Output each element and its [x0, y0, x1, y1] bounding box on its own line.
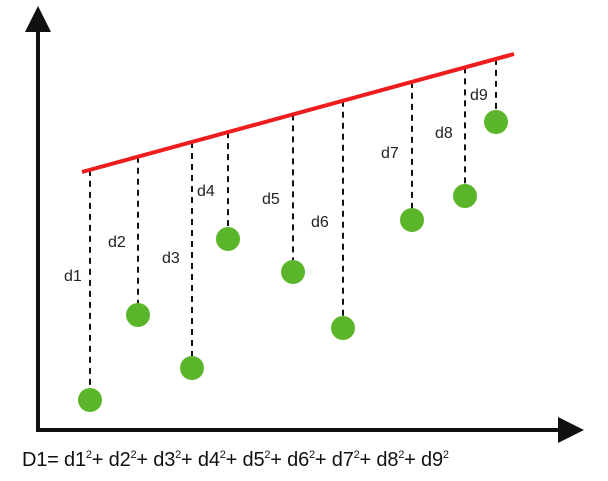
formula-term: d72 [331, 449, 360, 471]
data-point-d3 [180, 356, 204, 380]
x-axis-arrowhead [558, 417, 584, 443]
data-point-d5 [281, 260, 305, 284]
formula-term: d12 [64, 449, 92, 471]
y-axis-arrowhead [25, 6, 51, 32]
distance-label-d3: d3 [162, 250, 180, 267]
formula-term: d32 [153, 449, 182, 471]
formula-term: d22 [108, 449, 137, 471]
formula-lhs: D1= [22, 449, 59, 471]
formula-operator: + [359, 449, 372, 471]
regression-line [81, 52, 515, 174]
formula-operator: + [181, 449, 193, 471]
distance-label-d5: d5 [262, 191, 280, 208]
formula-term: d82 [376, 449, 405, 471]
formula-operator: + [314, 449, 327, 471]
distance-label-d6: d6 [311, 214, 329, 231]
residual-lines [89, 58, 497, 388]
data-point-d2 [126, 303, 150, 327]
formula-term: d92 [421, 449, 449, 471]
distance-label-d8: d8 [435, 125, 453, 142]
distance-label-d2: d2 [108, 234, 126, 251]
distance-label-d9: d9 [470, 87, 488, 104]
data-point-d9 [484, 110, 508, 134]
formula-terms: d12+ d22+ d32+ d42+ d52+ d62+ d72+ d82+ … [64, 449, 449, 471]
distance-labels: d1 d2 d3 d4 d5 d6 d7 d8 d9 [64, 87, 488, 285]
data-point-d7 [400, 208, 424, 232]
sum-of-squares-formula: D1= d12+ d22+ d32+ d42+ d52+ d62+ d72+ d… [22, 449, 608, 472]
formula-operator: + [270, 449, 282, 471]
data-point-d6 [331, 316, 355, 340]
data-points [78, 110, 508, 412]
formula-operator: + [136, 449, 148, 471]
formula-operator: + [91, 449, 104, 471]
data-point-d1 [78, 388, 102, 412]
formula-term: d52 [242, 449, 271, 471]
data-point-d8 [453, 184, 477, 208]
formula-term: d62 [287, 449, 315, 471]
formula-operator: + [404, 449, 416, 471]
distance-label-d1: d1 [64, 268, 82, 285]
formula-term: d42 [197, 449, 226, 471]
distance-label-d7: d7 [381, 145, 399, 162]
data-point-d4 [216, 227, 240, 251]
formula-operator: + [225, 449, 238, 471]
distance-label-d4: d4 [197, 183, 215, 200]
